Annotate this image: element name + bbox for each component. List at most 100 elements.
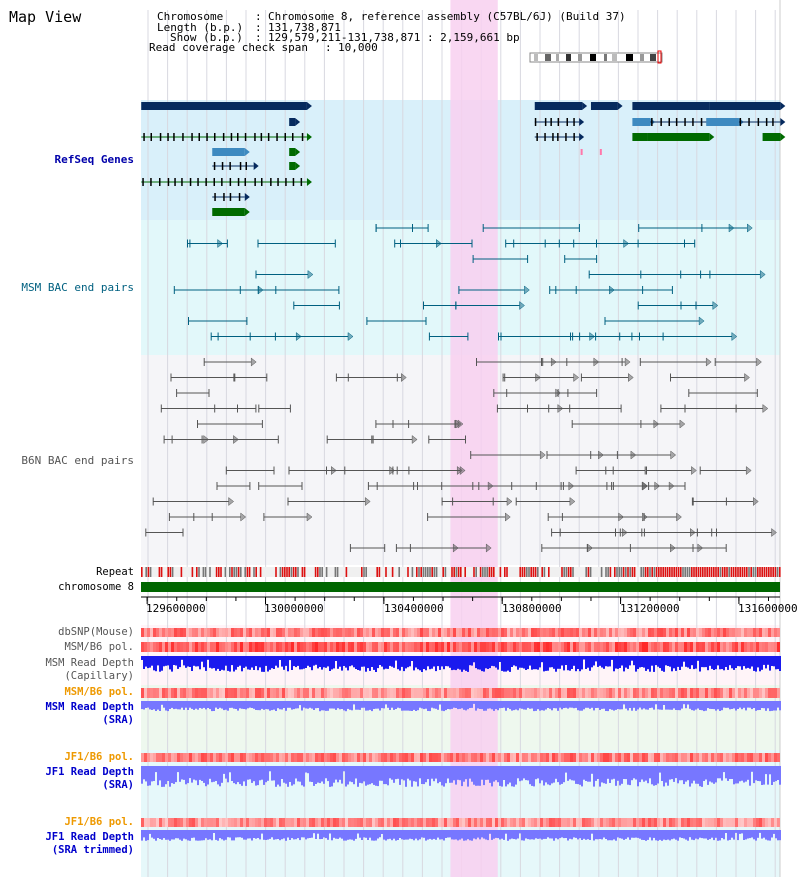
depth-bar xyxy=(715,830,717,838)
jf1-b6-pol-sra-label[interactable]: JF1/B6 pol. xyxy=(64,751,134,763)
depth-bar xyxy=(633,656,635,666)
dbsnp-label[interactable]: dbSNP(Mouse) xyxy=(58,626,134,638)
polymorphism-cell xyxy=(579,688,582,698)
polymorphism-cell xyxy=(288,818,291,827)
depth-bar xyxy=(185,830,187,840)
polymorphism-cell xyxy=(552,688,555,698)
gene-strand-arrow xyxy=(780,133,786,141)
depth-bar xyxy=(641,766,643,780)
polymorphism-cell xyxy=(234,688,237,698)
depth-bar xyxy=(587,830,589,840)
depth-bar xyxy=(517,701,519,711)
polymorphism-cell xyxy=(687,642,690,652)
polymorphism-cell xyxy=(366,753,369,762)
depth-bar xyxy=(631,830,633,838)
repeat-mark xyxy=(336,567,339,577)
b6n-bac-label[interactable]: B6N BAC end pairs xyxy=(21,454,134,467)
depth-bar xyxy=(323,766,325,784)
polymorphism-cell xyxy=(315,753,318,762)
polymorphism-cell xyxy=(762,753,765,762)
depth-bar xyxy=(411,830,413,840)
jf1-b6-pol-trimmed-label[interactable]: JF1/B6 pol. xyxy=(64,816,134,828)
polymorphism-cell xyxy=(243,818,246,827)
depth-bar xyxy=(549,656,551,668)
polymorphism-cell xyxy=(168,818,171,827)
polymorphism-cell xyxy=(636,753,639,762)
depth-bar xyxy=(241,701,243,709)
msm-read-depth-sra-label-1[interactable]: MSM Read Depth xyxy=(45,701,134,713)
polymorphism-cell xyxy=(732,753,735,762)
depth-bar xyxy=(171,656,173,672)
depth-bar xyxy=(217,656,219,669)
gene-exon xyxy=(285,178,287,186)
msm-b6-pol-sra-label[interactable]: MSM/B6 pol. xyxy=(64,686,134,698)
depth-bar xyxy=(579,766,581,785)
depth-bar xyxy=(523,830,525,841)
polymorphism-cell xyxy=(297,642,300,652)
depth-bar xyxy=(407,766,409,779)
msm-b6-pol-capillary-label[interactable]: MSM/B6 pol. xyxy=(64,641,134,653)
polymorphism-cell xyxy=(426,753,429,762)
polymorphism-cell xyxy=(735,688,738,698)
depth-bar xyxy=(483,766,485,786)
polymorphism-cell xyxy=(726,753,729,762)
depth-bar xyxy=(443,766,445,787)
depth-bar xyxy=(581,656,583,670)
depth-bar xyxy=(675,701,677,710)
depth-bar xyxy=(519,701,521,709)
depth-bar xyxy=(235,701,237,709)
depth-bar xyxy=(241,656,243,672)
msm-read-depth-capillary-label-1[interactable]: MSM Read Depth xyxy=(45,657,134,669)
polymorphism-cell xyxy=(201,628,204,637)
polymorphism-cell xyxy=(498,753,501,762)
polymorphism-cell xyxy=(363,688,366,698)
depth-bar xyxy=(433,701,435,709)
depth-bar xyxy=(417,830,419,841)
repeat-mark xyxy=(737,567,739,577)
depth-bar xyxy=(713,766,715,784)
refseq-genes-label[interactable]: RefSeq Genes xyxy=(54,153,134,166)
polymorphism-cell xyxy=(627,628,630,637)
polymorphism-cell xyxy=(690,818,693,827)
depth-bar xyxy=(325,656,327,668)
depth-bar xyxy=(217,766,219,785)
depth-bar xyxy=(409,701,411,711)
polymorphism-cell xyxy=(267,688,270,698)
depth-bar xyxy=(299,766,301,782)
polymorphism-cell xyxy=(357,753,360,762)
msm-bac-label[interactable]: MSM BAC end pairs xyxy=(21,281,134,294)
depth-bar xyxy=(489,701,491,709)
depth-bar xyxy=(295,701,297,709)
repeat-mark xyxy=(345,567,348,577)
polymorphism-cell xyxy=(687,688,690,698)
repeat-mark xyxy=(730,567,733,577)
polymorphism-cell xyxy=(732,642,735,652)
polymorphism-cell xyxy=(693,642,696,652)
polymorphism-cell xyxy=(228,628,231,637)
polymorphism-cell xyxy=(570,688,573,698)
depth-bar xyxy=(189,656,191,667)
depth-bar xyxy=(275,830,277,840)
depth-bar xyxy=(559,656,561,669)
jf1-read-depth-trimmed-label-1[interactable]: JF1 Read Depth xyxy=(45,831,134,843)
depth-bar xyxy=(349,656,351,667)
polymorphism-cell xyxy=(675,818,678,827)
jf1-read-depth-sra-label-1[interactable]: JF1 Read Depth xyxy=(45,766,134,778)
depth-bar xyxy=(351,766,353,783)
polymorphism-cell xyxy=(762,688,765,698)
depth-bar xyxy=(757,830,759,838)
polymorphism-cell xyxy=(327,642,330,652)
repeat-mark xyxy=(728,567,730,577)
depth-bar xyxy=(733,766,735,785)
depth-bar xyxy=(419,766,421,779)
depth-bar xyxy=(435,766,437,779)
depth-bar xyxy=(745,701,747,711)
depth-bar xyxy=(697,766,699,784)
depth-bar xyxy=(539,656,541,668)
depth-bar xyxy=(157,656,159,666)
depth-bar xyxy=(731,701,733,709)
depth-bar xyxy=(203,701,205,708)
depth-bar xyxy=(687,766,689,781)
polymorphism-cell xyxy=(300,628,303,637)
polymorphism-cell xyxy=(285,688,288,698)
